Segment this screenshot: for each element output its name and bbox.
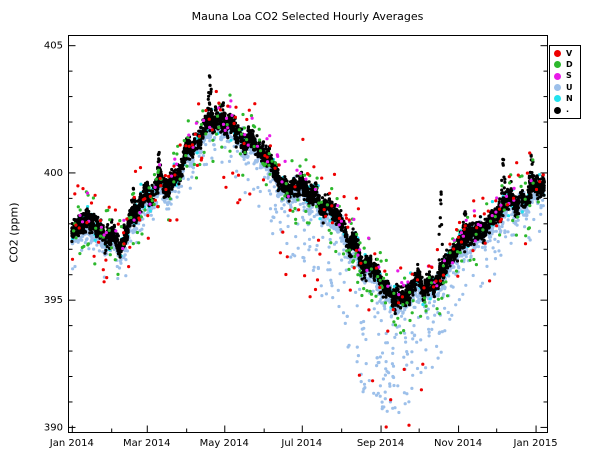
legend-item-S: S	[554, 71, 580, 82]
legend-label: S	[566, 71, 572, 81]
legend-item-V: V	[554, 48, 580, 59]
legend-swatch-icon	[554, 50, 561, 58]
legend-label: D	[566, 59, 573, 69]
legend-item-U: U	[554, 82, 580, 93]
legend-swatch-icon	[554, 61, 561, 69]
legend-label: V	[566, 48, 573, 58]
data-points	[70, 74, 546, 429]
legend-item-D: D	[554, 59, 580, 70]
series-points-S	[78, 99, 533, 297]
legend-swatch-icon	[554, 106, 561, 114]
legend-swatch-icon	[554, 84, 561, 92]
axis-ticks	[68, 45, 548, 433]
legend-label: U	[566, 82, 573, 92]
series-points-retained	[70, 74, 546, 316]
legend-swatch-icon	[554, 95, 561, 103]
series-points-U	[70, 111, 546, 415]
legend-item-N: N	[554, 93, 580, 104]
series-points-V	[70, 89, 545, 429]
legend-label: .	[566, 105, 570, 115]
axes-frame	[68, 35, 548, 433]
legend-item-.: .	[554, 105, 580, 116]
series-points-D	[72, 93, 540, 335]
legend-swatch-icon	[554, 72, 561, 80]
chart-title: Mauna Loa CO2 Selected Hourly Averages	[191, 10, 424, 23]
legend-label: N	[566, 93, 573, 103]
